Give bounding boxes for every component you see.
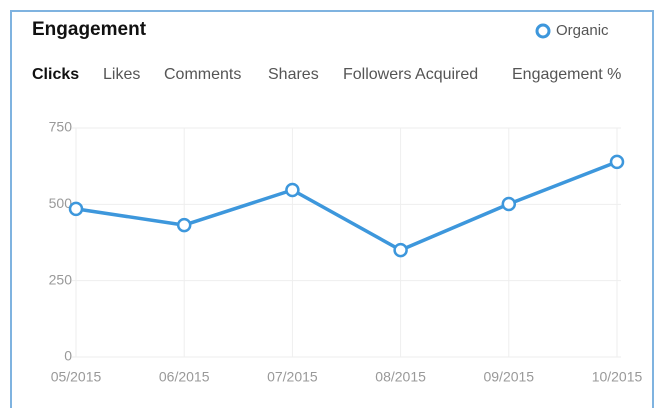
data-point	[68, 201, 84, 217]
y-tick-label: 500	[49, 195, 73, 211]
legend: Organic	[535, 22, 609, 39]
data-point	[176, 217, 192, 233]
x-tick-label: 07/2015	[267, 369, 318, 385]
tab[interactable]: Shares	[268, 66, 319, 83]
x-tick-label: 06/2015	[159, 369, 210, 385]
x-tick-label: 08/2015	[375, 369, 426, 385]
tab[interactable]: Clicks	[32, 66, 79, 83]
y-tick-label: 250	[49, 271, 73, 287]
y-tick-label: 0	[64, 348, 72, 364]
data-point	[501, 196, 517, 212]
data-point	[393, 242, 408, 258]
series-line	[75, 160, 618, 252]
x-tick-label: 05/2015	[51, 369, 102, 385]
y-tick-label: 750	[49, 119, 73, 135]
tab[interactable]: Likes	[103, 66, 140, 83]
tab[interactable]: Engagement %	[512, 66, 621, 83]
legend-label: Organic	[556, 22, 609, 39]
legend-marker	[535, 23, 551, 39]
data-point	[609, 154, 625, 170]
tab[interactable]: Followers Acquired	[343, 66, 478, 83]
chart-title: Engagement	[32, 19, 147, 40]
data-point	[285, 182, 300, 198]
x-tick-label: 09/2015	[483, 369, 534, 385]
tab[interactable]: Comments	[164, 66, 241, 83]
panel-border	[10, 10, 654, 408]
x-tick-label: 10/2015	[592, 369, 643, 385]
